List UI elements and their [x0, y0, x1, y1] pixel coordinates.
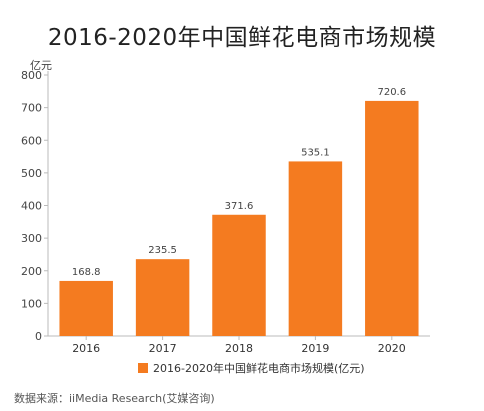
data-label-2017: 235.5: [148, 245, 177, 256]
chart-labels: 2016 168.8 2017 235.5 2018 371.6 2019 535.1 2020…: [72, 87, 406, 355]
y-tick-label: 600: [21, 134, 42, 147]
y-tick-label: 800: [21, 69, 42, 82]
data-label-2018: 371.6: [225, 201, 254, 212]
y-tick-label: 200: [21, 265, 42, 278]
y-tick-label: 500: [21, 167, 42, 180]
x-tick-label-2019: 2019: [301, 342, 329, 355]
bar-2017: [135, 259, 190, 336]
y-tick-label: 700: [21, 102, 42, 115]
bar-2019: [288, 161, 343, 336]
y-tick-label: 300: [21, 232, 42, 245]
data-label-2019: 535.1: [301, 147, 330, 158]
bar-2018: [212, 214, 266, 336]
y-tick-label: 0: [35, 330, 42, 343]
chart-title: 2016-2020年中国鲜花电商市场规模: [47, 25, 437, 51]
y-tick-label: 100: [21, 297, 42, 310]
x-tick-label-2016: 2016: [72, 342, 100, 355]
source-note: 数据来源：iiMedia Research(艾媒咨询): [14, 392, 215, 405]
legend-swatch: [138, 363, 148, 373]
x-tick-label-2017: 2017: [149, 342, 177, 355]
chart-legend: 2016-2020年中国鲜花电商市场规模(亿元): [138, 361, 365, 375]
legend-label: 2016-2020年中国鲜花电商市场规模(亿元): [153, 361, 365, 375]
y-axis-unit-label: 亿元: [30, 59, 52, 72]
bar-2020: [365, 100, 419, 336]
x-tick-label-2018: 2018: [225, 342, 253, 355]
x-tick-label-2020: 2020: [378, 342, 406, 355]
chart-axes: 0 100 200 300 400 500 600 700 800: [21, 69, 430, 343]
data-label-2016: 168.8: [72, 267, 101, 278]
bar-2016: [59, 280, 113, 336]
data-label-2020: 720.6: [377, 87, 406, 98]
chart-bars: [59, 100, 419, 336]
y-tick-label: 400: [21, 200, 42, 213]
